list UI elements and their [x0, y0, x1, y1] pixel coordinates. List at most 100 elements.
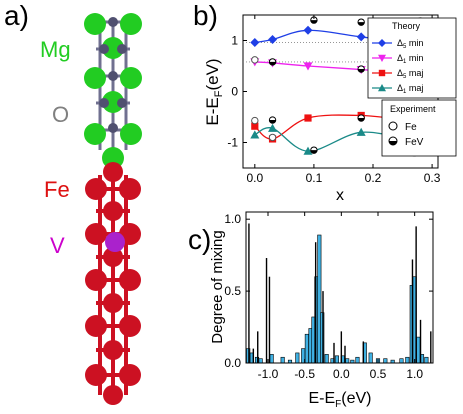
exp-point-fev-fill [269, 120, 276, 124]
fe-atom [85, 315, 107, 337]
o-atom [108, 71, 118, 81]
legend-theory-label: Δ1 min [397, 53, 423, 65]
chart-b-ylabel: E-EF(eV) [203, 58, 225, 125]
mg-atom [102, 91, 124, 113]
legend-theory-label: Δ5 maj [397, 68, 423, 80]
histogram-bar [355, 356, 360, 364]
fe-atom [85, 269, 107, 291]
o-atom [108, 123, 118, 133]
chart-b-xlabel: x [336, 187, 344, 204]
y-tick-label: 1 [231, 34, 238, 48]
marker-square [304, 114, 312, 122]
label-v: V [50, 233, 65, 258]
histogram-bar [304, 333, 309, 364]
marker-diamond [356, 32, 366, 42]
fe-atom [103, 385, 123, 405]
exp-point-fev-fill [310, 20, 318, 24]
o-atom [99, 44, 109, 54]
marker-triangle-up [250, 130, 260, 139]
label-o: O [52, 102, 70, 127]
fe-atom [103, 162, 123, 182]
marker-triangle-up [268, 123, 278, 132]
legend-theory-label: Δ1 maj [397, 83, 423, 95]
marker-diamond [250, 38, 260, 48]
legend-exp-marker-fill [389, 141, 397, 145]
x-tick-label: 1.0 [406, 367, 423, 381]
x-tick-label: 0.3 [424, 171, 441, 185]
mg-atom [120, 13, 142, 35]
fe-atom [103, 201, 123, 221]
histogram-bar [280, 356, 285, 364]
marker-square [251, 122, 259, 130]
x-tick-label: 0.1 [306, 171, 323, 185]
o-atom [108, 17, 118, 27]
legend-theory-title: Theory [392, 21, 421, 31]
fe-atom [85, 178, 107, 200]
exp-point-fev-fill [357, 69, 365, 73]
x-tick-label: 0.5 [370, 367, 387, 381]
label-fe: Fe [44, 177, 70, 202]
label-mg: Mg [40, 37, 71, 62]
fe-atom [119, 269, 141, 291]
legend-theory-label: Δ5 min [397, 38, 423, 50]
v-atom [105, 232, 125, 252]
x-tick-label: -0.5 [294, 367, 315, 381]
histogram-bar [295, 352, 300, 364]
panel-label-c: c) [188, 224, 212, 255]
exp-point-fe [268, 133, 277, 142]
x-tick-label: -1.0 [258, 367, 279, 381]
histogram-bar [405, 356, 410, 364]
marker-diamond [268, 34, 278, 44]
histogram-bar [324, 354, 329, 364]
chart-c-frame [245, 211, 434, 364]
histogram-bar [334, 355, 339, 364]
histogram-bar [416, 336, 421, 364]
panel-label-b: b) [193, 0, 218, 31]
x-tick-label: 0.0 [246, 171, 263, 185]
mg-atom [120, 67, 142, 89]
legend-experiment-title: Experiment [390, 104, 436, 114]
o-atom [117, 98, 127, 108]
mg-atom [102, 147, 124, 169]
mg-atom [84, 67, 106, 89]
histogram-bar [424, 356, 429, 364]
fe-atom [85, 364, 107, 386]
fe-atom [103, 293, 123, 313]
marker-triangle-down [378, 54, 386, 62]
y-tick-label: -1 [227, 136, 238, 150]
histogram-bar [399, 358, 404, 364]
y-tick-label: 1.0 [224, 212, 241, 226]
legend-exp-marker [388, 121, 398, 131]
histogram-bar [383, 358, 388, 364]
x-tick-label: 0.0 [333, 367, 350, 381]
mg-atom [102, 37, 124, 59]
marker-triangle-down [303, 62, 313, 71]
exp-point-fev-fill [357, 22, 365, 26]
mg-atom [120, 123, 142, 145]
panel-label-a: a) [4, 0, 29, 31]
exp-point-fev-fill [310, 150, 318, 154]
marker-triangle-up [378, 84, 386, 92]
marker-diamond [378, 39, 386, 47]
fe-atom [119, 364, 141, 386]
fe-atom [119, 178, 141, 200]
chart-c-xlabel: E-EF(eV) [308, 390, 371, 410]
fe-atom [103, 340, 123, 360]
marker-triangle-up [303, 146, 313, 155]
chart-c-ylabel: Degree of mixing [209, 230, 226, 343]
fe-atom [119, 315, 141, 337]
marker-triangle-up [356, 127, 366, 136]
o-atom [117, 44, 127, 54]
exp-point-fev-fill [357, 118, 365, 122]
exp-point-fev-fill [269, 61, 276, 66]
o-atom [99, 98, 109, 108]
mg-atom [84, 123, 106, 145]
fe-atom [103, 247, 123, 267]
histogram-bar [345, 358, 350, 364]
marker-square [378, 69, 386, 77]
mg-atom [84, 13, 106, 35]
fe-atom [85, 223, 107, 245]
